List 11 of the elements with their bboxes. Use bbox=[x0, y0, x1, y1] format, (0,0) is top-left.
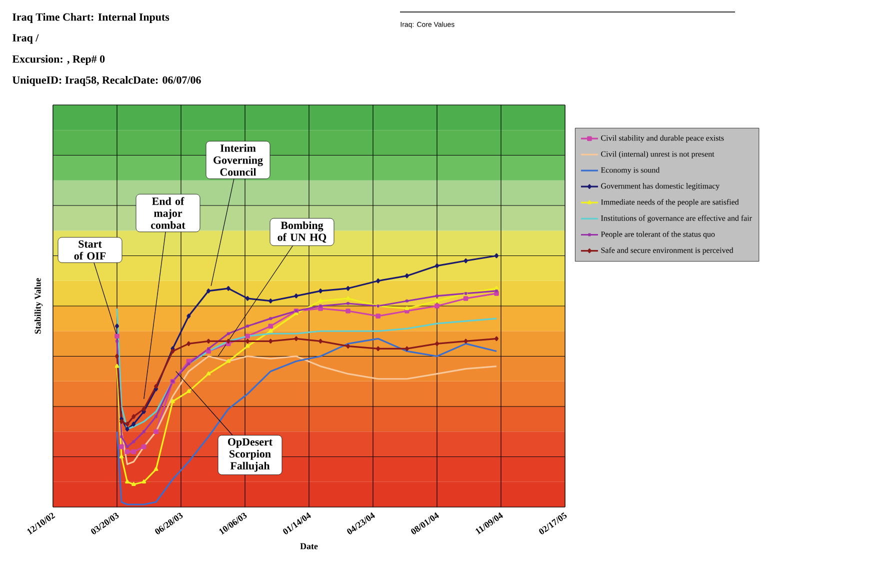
annotation: Start of OIF bbox=[74, 240, 106, 260]
annotation: Interim Governing Council bbox=[214, 144, 263, 176]
chart-title: Iraq Time Chart: Internal Inputs bbox=[12, 13, 170, 23]
text: Excursion: , Rep# 0 bbox=[12, 55, 105, 65]
annotation: Bombing of UN HQ bbox=[278, 221, 326, 243]
x-axis-title: Date bbox=[300, 543, 318, 550]
y-axis-title: Stability Value bbox=[34, 278, 43, 334]
annotation: OpDesert Scorpion Fallujah bbox=[228, 438, 272, 472]
chart-subtitle: Iraq / bbox=[12, 34, 39, 44]
text: UniqueID: Iraq58, RecalcDate: 06/07/06 bbox=[12, 76, 201, 86]
annotation: End of major combat bbox=[151, 197, 186, 229]
